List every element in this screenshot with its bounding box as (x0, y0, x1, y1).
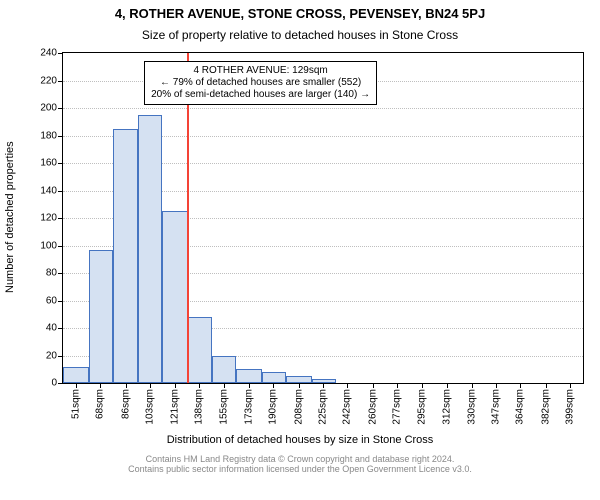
annotation-box: 4 ROTHER AVENUE: 129sqm← 79% of detached… (144, 61, 377, 105)
x-tick-mark (447, 383, 448, 388)
histogram-bar (236, 369, 262, 383)
y-tick-label: 20 (46, 350, 63, 361)
x-tick-mark (100, 383, 101, 388)
y-tick-label: 240 (40, 48, 63, 59)
annotation-line: ← 79% of detached houses are smaller (55… (151, 77, 370, 89)
x-tick-mark (126, 383, 127, 388)
x-tick-label: 312sqm (441, 389, 452, 425)
x-tick-label: 190sqm (268, 389, 279, 425)
x-tick-label: 225sqm (318, 389, 329, 425)
x-tick-mark (373, 383, 374, 388)
x-tick-mark (397, 383, 398, 388)
x-tick-label: 277sqm (391, 389, 402, 425)
annotation-line: 4 ROTHER AVENUE: 129sqm (151, 65, 370, 77)
x-tick-mark (273, 383, 274, 388)
histogram-bar (63, 367, 89, 384)
y-tick-label: 120 (40, 213, 63, 224)
x-tick-label: 121sqm (170, 389, 181, 425)
chart-container: 4, ROTHER AVENUE, STONE CROSS, PEVENSEY,… (0, 0, 600, 500)
x-tick-label: 382sqm (541, 389, 552, 425)
histogram-bar (113, 129, 139, 383)
x-tick-mark (299, 383, 300, 388)
x-tick-mark (520, 383, 521, 388)
x-tick-mark (546, 383, 547, 388)
x-tick-label: 260sqm (367, 389, 378, 425)
histogram-bar (138, 115, 162, 383)
x-axis-label: Distribution of detached houses by size … (0, 434, 600, 446)
histogram-bar (89, 250, 113, 383)
y-tick-label: 100 (40, 240, 63, 251)
attribution-line2: Contains public sector information licen… (0, 464, 600, 474)
y-tick-label: 160 (40, 158, 63, 169)
chart-title: 4, ROTHER AVENUE, STONE CROSS, PEVENSEY,… (0, 6, 600, 21)
x-tick-label: 51sqm (70, 389, 81, 419)
histogram-bar (262, 372, 286, 383)
attribution-line1: Contains HM Land Registry data © Crown c… (0, 454, 600, 464)
x-tick-mark (347, 383, 348, 388)
plot-area: 02040608010012014016018020022024051sqm68… (62, 52, 584, 384)
x-tick-label: 242sqm (342, 389, 353, 425)
x-tick-mark (224, 383, 225, 388)
y-tick-label: 80 (46, 268, 63, 279)
x-tick-label: 103sqm (144, 389, 155, 425)
y-tick-label: 60 (46, 295, 63, 306)
histogram-bar (162, 211, 188, 383)
y-tick-label: 0 (51, 378, 63, 389)
annotation-line: 20% of semi-detached houses are larger (… (151, 89, 370, 101)
y-tick-label: 140 (40, 185, 63, 196)
x-tick-mark (150, 383, 151, 388)
x-tick-label: 173sqm (244, 389, 255, 425)
x-tick-mark (249, 383, 250, 388)
x-tick-label: 138sqm (194, 389, 205, 425)
x-tick-mark (570, 383, 571, 388)
x-tick-mark (76, 383, 77, 388)
x-tick-mark (323, 383, 324, 388)
y-axis-label: Number of detached properties (4, 141, 16, 293)
attribution: Contains HM Land Registry data © Crown c… (0, 454, 600, 475)
y-tick-label: 40 (46, 323, 63, 334)
grid-line (63, 108, 583, 109)
chart-subtitle: Size of property relative to detached ho… (0, 28, 600, 42)
x-tick-mark (199, 383, 200, 388)
x-tick-label: 295sqm (417, 389, 428, 425)
x-tick-mark (496, 383, 497, 388)
y-tick-label: 220 (40, 75, 63, 86)
x-tick-label: 68sqm (94, 389, 105, 419)
histogram-bar (212, 356, 236, 384)
x-tick-mark (472, 383, 473, 388)
histogram-bar (286, 376, 312, 383)
x-tick-label: 86sqm (120, 389, 131, 419)
x-tick-mark (175, 383, 176, 388)
x-tick-label: 347sqm (491, 389, 502, 425)
x-tick-label: 155sqm (218, 389, 229, 425)
y-tick-label: 200 (40, 103, 63, 114)
x-tick-mark (422, 383, 423, 388)
x-tick-label: 399sqm (565, 389, 576, 425)
y-tick-label: 180 (40, 130, 63, 141)
histogram-bar (188, 317, 212, 383)
x-tick-label: 208sqm (293, 389, 304, 425)
x-tick-label: 364sqm (515, 389, 526, 425)
x-tick-label: 330sqm (467, 389, 478, 425)
